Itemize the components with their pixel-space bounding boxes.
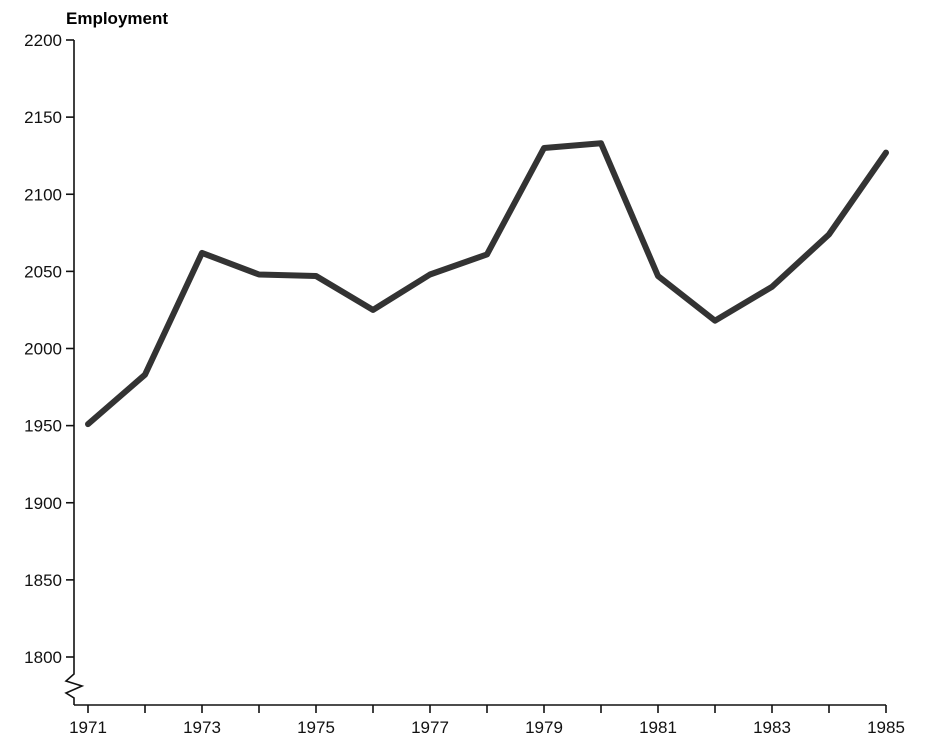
y-tick-label: 2000 (24, 340, 62, 359)
y-tick-label: 2050 (24, 262, 62, 281)
x-tick-label: 1971 (69, 718, 107, 737)
data-point (826, 231, 832, 237)
y-tick-label: 1800 (24, 648, 62, 667)
x-tick-label: 1975 (297, 718, 335, 737)
axes (64, 40, 886, 706)
x-tick-label: 1983 (753, 718, 791, 737)
x-tick-label: 1981 (639, 718, 677, 737)
data-point (769, 284, 775, 290)
data-point (484, 251, 490, 257)
y-tick-label: 1850 (24, 571, 62, 590)
data-point (256, 271, 262, 277)
data-point (370, 307, 376, 313)
x-tick-label: 1977 (411, 718, 449, 737)
data-point (712, 318, 718, 324)
y-axis-ticks: 1800 1850 1900 1950 2000 2050 2100 2150 2200 (24, 31, 74, 667)
data-point (883, 150, 889, 156)
series-group (85, 140, 889, 428)
y-tick-label: 2100 (24, 185, 62, 204)
y-tick-label: 2200 (24, 31, 62, 50)
data-point (427, 271, 433, 277)
y-axis-line (64, 40, 85, 705)
data-point (85, 421, 91, 427)
data-point (199, 250, 205, 256)
employment-series-line (85, 140, 889, 428)
x-tick-label: 1979 (525, 718, 563, 737)
x-axis-ticks: 1971 1973 1975 1977 1979 1981 1983 1985 (69, 705, 905, 737)
y-tick-label: 2150 (24, 108, 62, 127)
y-tick-label: 1900 (24, 494, 62, 513)
data-point (142, 372, 148, 378)
data-point (598, 140, 604, 146)
x-tick-label: 1985 (867, 718, 905, 737)
data-point (313, 273, 319, 279)
y-tick-label: 1950 (24, 417, 62, 436)
y-axis-title: Employment (66, 9, 168, 28)
x-tick-label: 1973 (183, 718, 221, 737)
data-point (655, 273, 661, 279)
data-point (541, 145, 547, 151)
